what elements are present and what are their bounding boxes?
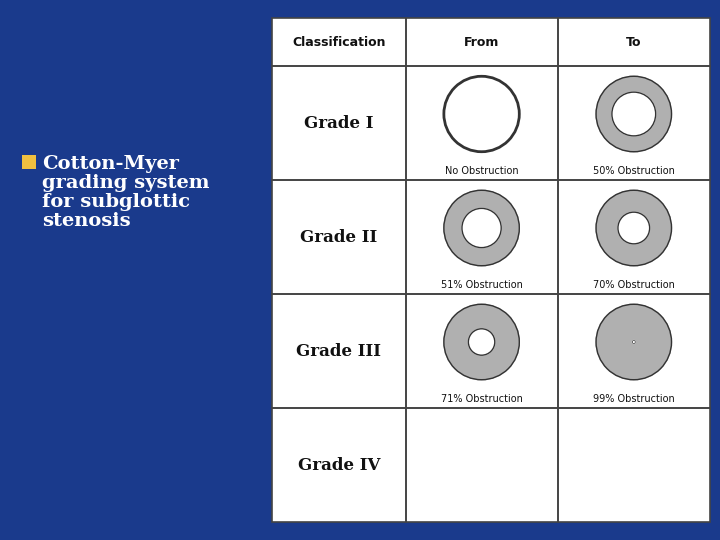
Bar (272, 294, 405, 408)
Bar (557, 180, 710, 294)
Bar (557, 66, 710, 180)
Text: Classification: Classification (292, 36, 385, 49)
Bar (405, 294, 557, 408)
Text: Grade I: Grade I (304, 114, 374, 132)
Bar (272, 18, 405, 66)
Text: 71% Obstruction: 71% Obstruction (441, 394, 523, 404)
Bar (405, 408, 557, 522)
Circle shape (469, 329, 495, 355)
Bar (272, 18, 710, 522)
Circle shape (444, 304, 519, 380)
Bar (272, 66, 405, 180)
Text: No Obstruction: No Obstruction (445, 166, 518, 176)
Bar (407, 409, 709, 521)
Circle shape (632, 341, 635, 343)
Text: No Detectable Lumen: No Detectable Lumen (457, 456, 659, 474)
Circle shape (596, 76, 672, 152)
Circle shape (612, 92, 656, 136)
Text: To: To (626, 36, 642, 49)
Bar (272, 408, 405, 522)
Circle shape (444, 190, 519, 266)
Circle shape (596, 190, 672, 266)
Bar (22, 155, 36, 169)
Bar (405, 66, 557, 180)
Circle shape (462, 208, 501, 248)
Text: From: From (464, 36, 499, 49)
Text: Cotton-Myer: Cotton-Myer (42, 155, 179, 173)
Bar (405, 18, 557, 66)
Bar (557, 18, 710, 66)
Text: 50% Obstruction: 50% Obstruction (593, 166, 675, 176)
Circle shape (632, 341, 635, 343)
Text: grading system: grading system (42, 174, 210, 192)
Text: 51% Obstruction: 51% Obstruction (441, 280, 523, 290)
Text: stenosis: stenosis (42, 212, 130, 230)
Text: for subglottic: for subglottic (42, 193, 190, 211)
Bar (557, 408, 710, 522)
Circle shape (618, 212, 649, 244)
Text: Grade II: Grade II (300, 228, 377, 246)
Text: Grade III: Grade III (297, 342, 382, 360)
Text: 70% Obstruction: 70% Obstruction (593, 280, 675, 290)
Text: Grade IV: Grade IV (297, 456, 380, 474)
Bar (405, 180, 557, 294)
Circle shape (596, 304, 672, 380)
Bar (557, 294, 710, 408)
Bar (272, 180, 405, 294)
Text: 99% Obstruction: 99% Obstruction (593, 394, 675, 404)
